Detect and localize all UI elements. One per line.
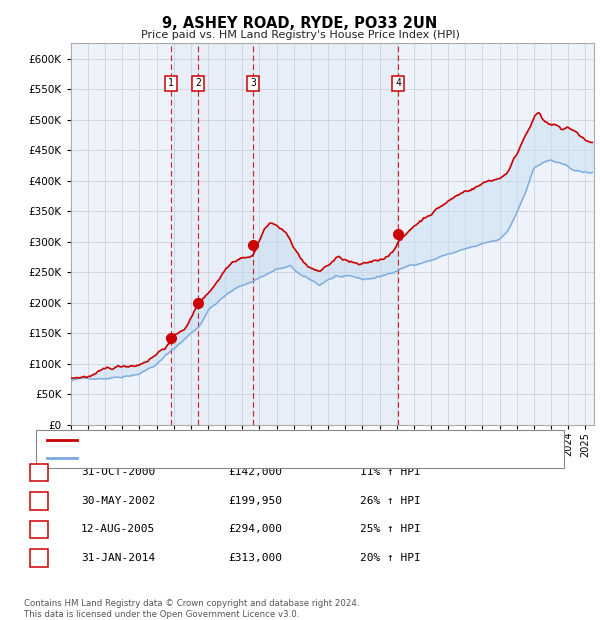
Text: 4: 4	[395, 79, 401, 89]
Text: 30-MAY-2002: 30-MAY-2002	[81, 496, 155, 506]
Text: 2: 2	[195, 79, 201, 89]
Bar	[198, 43, 253, 425]
Text: 3: 3	[35, 525, 43, 534]
Text: Contains HM Land Registry data © Crown copyright and database right 2024.
This d: Contains HM Land Registry data © Crown c…	[24, 600, 359, 619]
Text: 4: 4	[35, 553, 43, 563]
Text: 20% ↑ HPI: 20% ↑ HPI	[360, 553, 421, 563]
Text: £142,000: £142,000	[228, 467, 282, 477]
Text: 2: 2	[35, 496, 43, 506]
Text: HPI: Average price, detached house, Isle of Wight: HPI: Average price, detached house, Isle…	[86, 453, 344, 463]
Text: £313,000: £313,000	[228, 553, 282, 563]
Text: 1: 1	[168, 79, 174, 89]
Text: 3: 3	[250, 79, 256, 89]
Text: 12-AUG-2005: 12-AUG-2005	[81, 525, 155, 534]
Text: Price paid vs. HM Land Registry's House Price Index (HPI): Price paid vs. HM Land Registry's House …	[140, 30, 460, 40]
Text: £199,950: £199,950	[228, 496, 282, 506]
Bar	[253, 43, 398, 425]
Text: 25% ↑ HPI: 25% ↑ HPI	[360, 525, 421, 534]
Text: 26% ↑ HPI: 26% ↑ HPI	[360, 496, 421, 506]
Text: 11% ↑ HPI: 11% ↑ HPI	[360, 467, 421, 477]
Text: 9, ASHEY ROAD, RYDE, PO33 2UN (detached house): 9, ASHEY ROAD, RYDE, PO33 2UN (detached …	[86, 435, 355, 446]
Text: 9, ASHEY ROAD, RYDE, PO33 2UN: 9, ASHEY ROAD, RYDE, PO33 2UN	[163, 16, 437, 31]
Text: 31-OCT-2000: 31-OCT-2000	[81, 467, 155, 477]
Text: 31-JAN-2014: 31-JAN-2014	[81, 553, 155, 563]
Bar	[171, 43, 198, 425]
Text: 1: 1	[35, 467, 43, 477]
Text: £294,000: £294,000	[228, 525, 282, 534]
